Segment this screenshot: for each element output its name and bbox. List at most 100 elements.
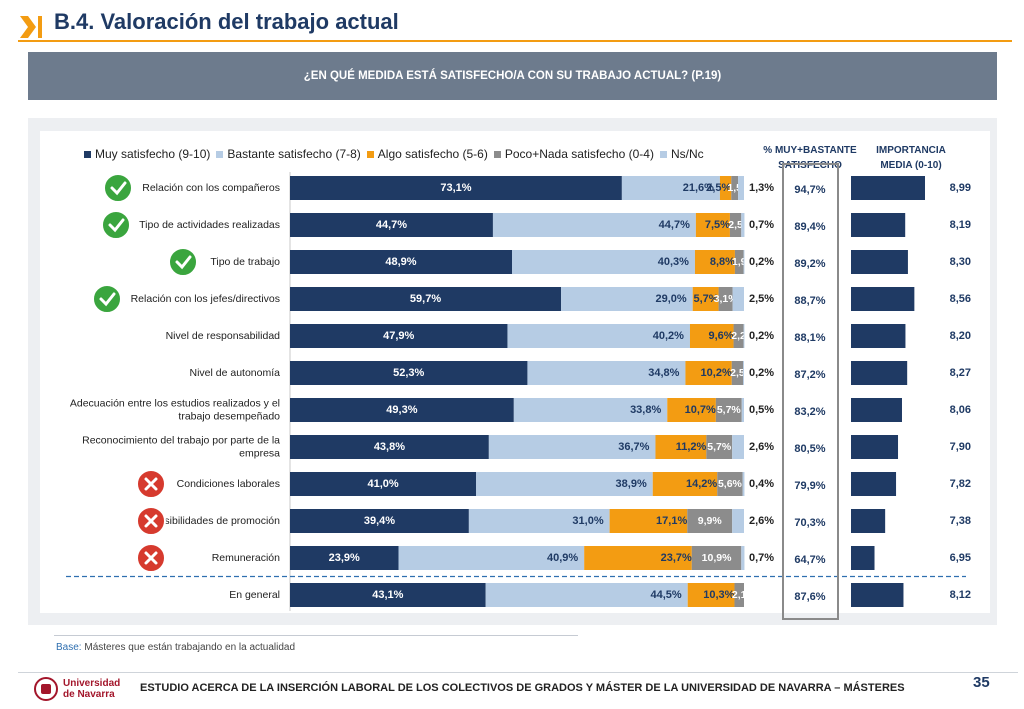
logo-line1: Universidad — [63, 678, 121, 689]
chart-legend: Muy satisfecho (9-10) Bastante satisfecho… — [84, 147, 710, 161]
data-label: 17,1% — [656, 515, 687, 527]
pct-satisfied-value: 88,7% — [794, 295, 825, 307]
pct-header-line2: SATISFECHO — [778, 160, 842, 171]
data-label: 10,7% — [685, 404, 716, 416]
importance-bar — [851, 546, 875, 570]
category-label: Adecuación entre los estudios realizados… — [70, 397, 280, 409]
category-label: Tipo de trabajo — [210, 256, 280, 268]
question-banner: ¿EN QUÉ MEDIDA ESTÁ SATISFECHO/A CON SU … — [28, 52, 997, 100]
legend-label: Bastante satisfecho (7-8) — [227, 147, 361, 161]
data-label: 7,5% — [705, 219, 730, 231]
data-label: 10,2% — [701, 367, 732, 379]
pct-satisfied-frame — [782, 163, 839, 620]
legend-swatch — [216, 150, 224, 158]
bar-segment — [290, 213, 493, 237]
bar-segment — [719, 176, 732, 200]
importance-value: 7,90 — [950, 441, 971, 453]
check-mark — [175, 255, 192, 270]
data-label: 0,5% — [749, 404, 774, 416]
pct-satisfied-value: 89,2% — [794, 258, 825, 270]
bar-segment — [290, 435, 489, 459]
bar-segment — [732, 435, 744, 459]
category-label: Reconocimiento del trabajo por parte de … — [82, 434, 280, 446]
data-label: 0,2% — [749, 367, 774, 379]
cross-icon — [136, 506, 166, 536]
bar-segment — [691, 546, 742, 570]
importance-bar — [851, 324, 906, 348]
data-label: 34,8% — [648, 367, 679, 379]
bar-segment — [732, 287, 744, 311]
pct-satisfied-value: 70,3% — [794, 517, 825, 529]
bar-segment — [715, 398, 742, 422]
legend-swatch — [493, 150, 501, 158]
data-label: 5,7% — [717, 404, 742, 416]
data-label: 2,6% — [749, 515, 774, 527]
category-label: Posibilidades de promoción — [152, 515, 281, 527]
question-text: ¿EN QUÉ MEDIDA ESTÁ SATISFECHO/A CON SU … — [303, 70, 722, 82]
bar-segment — [290, 287, 562, 311]
bar-segment — [488, 435, 656, 459]
importance-bar — [851, 176, 926, 200]
data-label: 43,1% — [372, 589, 403, 601]
bar-segment — [734, 250, 744, 274]
importance-bar — [851, 213, 906, 237]
check-circle — [92, 284, 122, 314]
importance-value: 8,06 — [950, 404, 971, 416]
importance-header: IMPORTANCIA MEDIA (0-10) — [862, 143, 960, 173]
bar-segment — [741, 398, 744, 422]
bar-segment — [741, 546, 745, 570]
importance-bar — [851, 287, 915, 311]
data-label: 40,2% — [653, 330, 684, 342]
data-label: 52,3% — [393, 367, 424, 379]
bar-segment — [609, 509, 688, 533]
pct-satisfied-value: 79,9% — [794, 480, 825, 492]
check-circle — [168, 247, 198, 277]
check-icon — [92, 284, 122, 314]
cross-mark — [144, 551, 158, 565]
logo-line2: de Navarra — [63, 689, 115, 700]
footer-study-title: ESTUDIO ACERCA DE LA INSERCIÓN LABORAL D… — [140, 682, 905, 694]
importance-bar — [851, 509, 886, 533]
bar-segment — [655, 435, 707, 459]
data-label: 44,7% — [659, 219, 690, 231]
bar-segment — [732, 509, 744, 533]
data-label: 0,7% — [749, 552, 774, 564]
footer-divider — [18, 672, 1018, 673]
bar-segment — [290, 509, 469, 533]
section-arrow-icon — [20, 16, 42, 38]
bar-segment — [290, 583, 486, 607]
data-label: 44,7% — [376, 219, 407, 231]
bar-segment — [290, 176, 622, 200]
importance-value: 8,27 — [950, 367, 971, 379]
check-mark — [108, 218, 125, 233]
bar-segment — [687, 509, 733, 533]
base-text: Másteres que están trabajando en la actu… — [84, 642, 296, 653]
data-label: 40,9% — [547, 552, 578, 564]
category-label: empresa — [239, 447, 280, 459]
bar-segment — [729, 213, 742, 237]
legend-label: Ns/Nc — [670, 147, 704, 161]
page-title: B.4. Valoración del trabajo actual — [54, 9, 399, 34]
bar-segment — [718, 287, 733, 311]
university-logo: Universidad de Navarra — [34, 674, 128, 704]
check-icon — [101, 210, 131, 240]
data-label: 33,8% — [630, 404, 661, 416]
legend-item: Poco+Nada satisfecho (0-4) — [493, 147, 654, 161]
bar-segment — [694, 250, 735, 274]
bar-segment — [734, 583, 744, 607]
data-label: 3,1% — [714, 293, 739, 305]
data-label: 39,4% — [364, 515, 395, 527]
legend-label: Algo satisfecho (5-6) — [377, 147, 488, 161]
data-label: 0,2% — [749, 330, 774, 342]
bar-segment — [507, 324, 690, 348]
check-circle — [101, 210, 131, 240]
data-label: 23,7% — [661, 552, 692, 564]
legend-item: Muy satisfecho (9-10) — [84, 147, 210, 161]
legend-swatch — [659, 150, 667, 158]
imp-header-line1: IMPORTANCIA — [876, 145, 946, 156]
importance-value: 6,95 — [950, 552, 971, 564]
importance-bar — [851, 250, 908, 274]
cross-icon — [136, 543, 166, 573]
bar-segment — [692, 287, 719, 311]
check-mark — [99, 292, 116, 307]
